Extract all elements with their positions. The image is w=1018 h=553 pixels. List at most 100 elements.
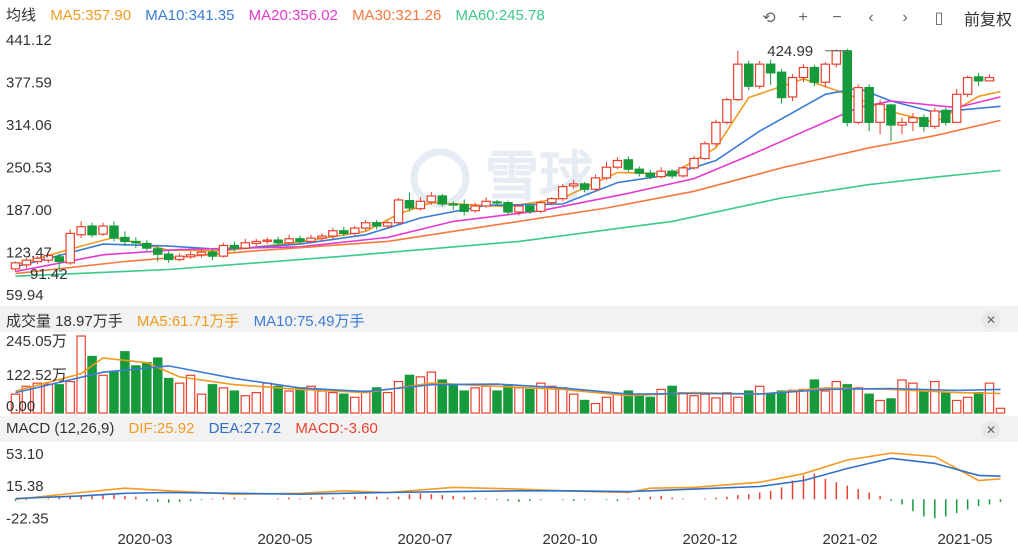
- plus-icon: +: [798, 9, 808, 26]
- volume-bar: [820, 390, 831, 414]
- dea-legend: DEA:27.72: [208, 420, 282, 437]
- volume-bar: [21, 385, 32, 414]
- candle-body: [612, 159, 623, 168]
- volume-bar: [908, 382, 918, 414]
- candle-body: [875, 103, 885, 123]
- volume-bar: [930, 380, 940, 414]
- candle-body: [765, 63, 776, 74]
- candle-body: [634, 168, 645, 174]
- candle-body: [98, 225, 108, 235]
- candle-body: [754, 63, 765, 87]
- volume-bar: [120, 351, 130, 414]
- volume-legend: 成交量 18.97万手 MA5:61.71万手 MA10:75.49万手: [6, 310, 375, 331]
- candle-body: [656, 170, 666, 178]
- candle-body: [349, 227, 360, 235]
- volume-bar: [514, 387, 524, 414]
- candle-body: [120, 236, 130, 243]
- macd-legend: MACD (12,26,9) DIF:25.92 DEA:27.72 MACD:…: [6, 420, 388, 437]
- candle-body: [163, 253, 174, 261]
- candle-body: [284, 238, 294, 244]
- candle-body: [940, 109, 951, 123]
- candle-body: [404, 200, 415, 209]
- candle-type-button[interactable]: ▯: [924, 6, 954, 30]
- candlestick-icon: ▯: [934, 10, 944, 27]
- dif-legend: DIF:25.92: [128, 420, 195, 437]
- volume-bar: [185, 374, 196, 414]
- close-icon: ✕: [985, 313, 997, 327]
- volume-bar: [251, 391, 262, 414]
- close-macd-panel-button[interactable]: ✕: [982, 421, 1000, 439]
- candle-body: [842, 50, 853, 123]
- close-icon: ✕: [985, 423, 997, 437]
- volume-bar: [656, 388, 666, 414]
- candle-body: [382, 222, 393, 227]
- candle-body: [339, 230, 349, 235]
- volume-bar: [568, 393, 579, 414]
- candle-body: [689, 157, 699, 169]
- volume-bar: [951, 399, 962, 414]
- volume-bar: [689, 395, 699, 414]
- volume-bar: [809, 379, 820, 414]
- volume-bar: [218, 387, 229, 414]
- price-axis-label: 377.59: [6, 75, 52, 92]
- candle-body: [273, 239, 283, 244]
- vol-ma5-legend: MA5:61.71万手: [136, 313, 240, 330]
- undo-button[interactable]: ⟲: [754, 6, 784, 30]
- candle-body: [21, 259, 32, 266]
- scroll-left-button[interactable]: ‹: [856, 6, 886, 30]
- volume-bar: [339, 393, 349, 414]
- chevron-left-icon: ‹: [868, 9, 874, 26]
- volume-bar: [678, 391, 688, 414]
- volume-bar: [32, 382, 43, 414]
- candle-body: [185, 254, 196, 258]
- candle-body: [776, 71, 787, 99]
- ma-legend-title: 均线: [6, 7, 37, 24]
- candle-body: [820, 63, 831, 83]
- macd-value-legend: MACD:-3.60: [295, 420, 378, 437]
- volume-bar: [481, 385, 491, 414]
- candle-body: [207, 251, 218, 257]
- candle-body: [678, 167, 688, 177]
- price-axis-label: 123.47: [6, 245, 52, 262]
- volume-bar: [897, 379, 907, 414]
- candle-body: [295, 238, 305, 243]
- adjust-mode-button[interactable]: 前复权: [963, 12, 1012, 29]
- volume-bar: [733, 396, 743, 414]
- candle-body: [809, 66, 820, 83]
- candle-body: [142, 242, 152, 249]
- undo-icon: ⟲: [762, 10, 776, 27]
- close-volume-panel-button[interactable]: ✕: [982, 311, 1000, 329]
- candle-body: [787, 76, 798, 98]
- candle-body: [864, 86, 874, 123]
- candle-body: [43, 254, 54, 261]
- volume-bar: [459, 390, 469, 414]
- volume-bar: [98, 374, 108, 414]
- volume-bar: [295, 387, 305, 414]
- volume-bar: [962, 396, 973, 414]
- candle-body: [152, 248, 163, 255]
- volume-bar: [492, 390, 502, 414]
- volume-bar: [426, 371, 437, 414]
- volume-bar: [940, 391, 951, 414]
- scroll-right-button[interactable]: ›: [890, 6, 920, 30]
- candle-body: [722, 99, 732, 123]
- volume-bar: [623, 390, 634, 414]
- volume-bar: [787, 389, 798, 414]
- volume-bar: [328, 391, 338, 414]
- candle-body: [623, 159, 634, 170]
- volume-bar: [317, 390, 327, 414]
- candle-body: [459, 204, 469, 212]
- candle-body: [700, 143, 710, 160]
- macd-header-band: [0, 416, 1018, 442]
- zoom-in-button[interactable]: +: [788, 6, 818, 30]
- ma5-legend: MA5:357.90: [50, 7, 132, 24]
- price-axis-label: 59.94: [6, 287, 44, 304]
- zoom-out-button[interactable]: −: [822, 6, 852, 30]
- volume-header-band: [0, 306, 1018, 332]
- volume-axis-label: 122.52万: [6, 367, 67, 384]
- candle-body: [306, 237, 316, 243]
- price-axis-label: 441.12: [6, 32, 52, 49]
- minus-icon: −: [832, 9, 842, 26]
- volume-bar: [831, 380, 842, 414]
- volume-bar: [557, 387, 568, 414]
